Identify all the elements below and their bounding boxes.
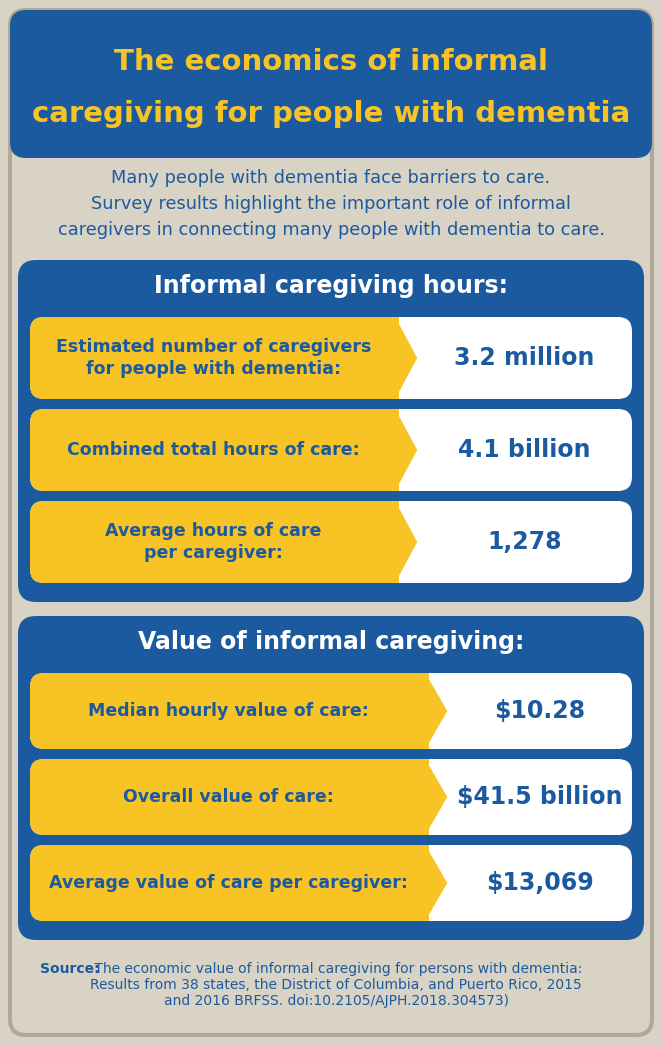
Polygon shape	[383, 317, 399, 399]
FancyBboxPatch shape	[30, 759, 632, 835]
FancyBboxPatch shape	[30, 673, 427, 749]
FancyBboxPatch shape	[18, 260, 644, 602]
Text: Median hourly value of care:: Median hourly value of care:	[88, 702, 369, 720]
Text: Average value of care per caregiver:: Average value of care per caregiver:	[49, 874, 408, 892]
Polygon shape	[413, 673, 430, 749]
FancyBboxPatch shape	[18, 616, 644, 940]
Text: Average hours of care
per caregiver:: Average hours of care per caregiver:	[105, 521, 322, 562]
Polygon shape	[425, 759, 448, 835]
Text: 3.2 million: 3.2 million	[454, 346, 594, 370]
FancyBboxPatch shape	[10, 10, 652, 1035]
Text: The economic value of informal caregiving for persons with dementia:
Results fro: The economic value of informal caregivin…	[90, 962, 583, 1008]
Polygon shape	[383, 501, 399, 583]
Polygon shape	[413, 845, 430, 921]
Text: Combined total hours of care:: Combined total hours of care:	[68, 441, 360, 459]
Text: 1,278: 1,278	[487, 530, 562, 554]
FancyBboxPatch shape	[30, 501, 632, 583]
Text: 4.1 billion: 4.1 billion	[458, 438, 591, 462]
Polygon shape	[425, 673, 448, 749]
Text: Many people with dementia face barriers to care.
Survey results highlight the im: Many people with dementia face barriers …	[58, 169, 604, 238]
Text: Overall value of care:: Overall value of care:	[123, 788, 334, 806]
FancyBboxPatch shape	[30, 409, 397, 491]
FancyBboxPatch shape	[30, 409, 632, 491]
Text: Estimated number of caregivers
for people with dementia:: Estimated number of caregivers for peopl…	[56, 338, 371, 378]
Polygon shape	[395, 501, 417, 583]
FancyBboxPatch shape	[30, 673, 632, 749]
Text: The economics of informal: The economics of informal	[114, 48, 548, 76]
Polygon shape	[383, 409, 399, 491]
FancyBboxPatch shape	[30, 845, 427, 921]
FancyBboxPatch shape	[30, 845, 632, 921]
FancyBboxPatch shape	[30, 501, 397, 583]
FancyBboxPatch shape	[10, 10, 652, 158]
Text: Informal caregiving hours:: Informal caregiving hours:	[154, 274, 508, 298]
Polygon shape	[425, 845, 448, 921]
Text: $41.5 billion: $41.5 billion	[457, 785, 622, 809]
FancyBboxPatch shape	[30, 317, 632, 399]
Text: Source:: Source:	[40, 962, 99, 976]
Text: caregiving for people with dementia: caregiving for people with dementia	[32, 99, 630, 127]
FancyBboxPatch shape	[30, 759, 427, 835]
Text: $13,069: $13,069	[486, 870, 594, 895]
Polygon shape	[395, 317, 417, 399]
FancyBboxPatch shape	[30, 317, 397, 399]
Text: Value of informal caregiving:: Value of informal caregiving:	[138, 630, 524, 654]
Text: $10.28: $10.28	[494, 699, 585, 723]
Polygon shape	[395, 409, 417, 491]
Polygon shape	[413, 759, 430, 835]
